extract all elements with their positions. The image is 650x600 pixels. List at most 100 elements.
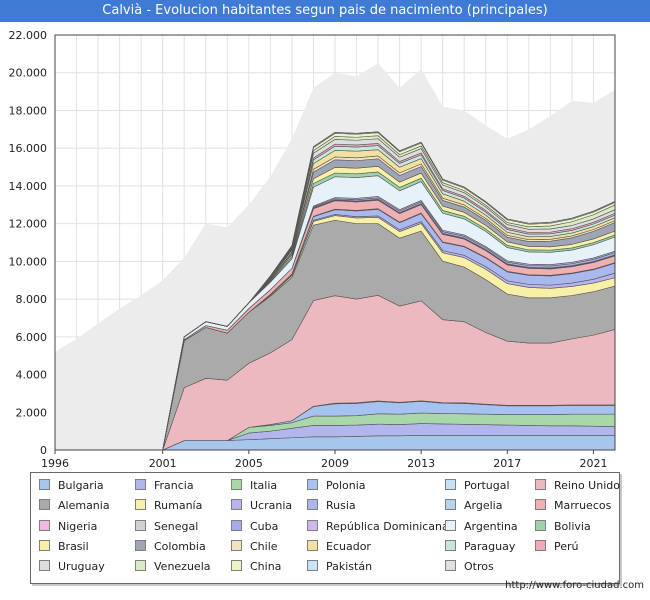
y-tick-label: 4.000 bbox=[16, 369, 48, 382]
legend-label: Rusia bbox=[326, 499, 356, 512]
legend-label: Brasil bbox=[58, 540, 89, 553]
legend-label: Reino Unido bbox=[554, 479, 620, 492]
legend-label: Argelia bbox=[464, 499, 503, 512]
legend-item: Otros bbox=[445, 560, 494, 574]
y-tick-label: 18.000 bbox=[9, 104, 48, 117]
legend-item: Ucrania bbox=[231, 499, 292, 513]
legend-swatch bbox=[535, 520, 546, 531]
legend-label: Nigeria bbox=[58, 520, 98, 533]
legend-label: Perú bbox=[554, 540, 579, 553]
legend-swatch bbox=[307, 499, 318, 510]
legend-item: Nigeria bbox=[39, 520, 97, 534]
y-tick-label: 6.000 bbox=[16, 331, 48, 344]
legend-item: Marruecos bbox=[535, 499, 611, 513]
legend-swatch bbox=[535, 479, 546, 490]
legend-label: Argentina bbox=[464, 520, 518, 533]
legend-item: Venezuela bbox=[135, 560, 211, 574]
y-tick-label: 8.000 bbox=[16, 293, 48, 306]
x-tick-label: 2013 bbox=[407, 457, 435, 470]
legend-swatch bbox=[231, 479, 242, 490]
legend-label: Alemania bbox=[58, 499, 110, 512]
legend-item: Reino Unido bbox=[535, 479, 620, 493]
legend-label: República Dominicana bbox=[326, 520, 449, 533]
legend-label: Rumanía bbox=[154, 499, 203, 512]
legend-label: Venezuela bbox=[154, 560, 211, 573]
legend-label: Bulgaria bbox=[58, 479, 104, 492]
legend-swatch bbox=[231, 520, 242, 531]
legend-label: Cuba bbox=[250, 520, 279, 533]
legend-label: Portugal bbox=[464, 479, 510, 492]
legend-swatch bbox=[39, 540, 50, 551]
legend-swatch bbox=[445, 560, 456, 571]
legend-item: Polonia bbox=[307, 479, 366, 493]
legend-item: Bulgaria bbox=[39, 479, 104, 493]
axes: 0 2.000 4.000 6.000 8.000 10.000 12.000 14.000 1… bbox=[9, 29, 608, 470]
legend-item: Francia bbox=[135, 479, 194, 493]
legend: Bulgaria Francia Italia Polonia Portugal Rein… bbox=[30, 472, 620, 584]
legend-swatch bbox=[445, 520, 456, 531]
legend-swatch bbox=[307, 540, 318, 551]
legend-label: China bbox=[250, 560, 282, 573]
legend-swatch bbox=[39, 479, 50, 490]
legend-item: Rusia bbox=[307, 499, 356, 513]
y-tick-label: 2.000 bbox=[16, 406, 48, 419]
legend-item: Portugal bbox=[445, 479, 510, 493]
legend-item: Paraguay bbox=[445, 540, 515, 554]
x-tick-label: 1996 bbox=[41, 457, 69, 470]
y-tick-label: 14.000 bbox=[9, 180, 48, 193]
y-tick-label: 22.000 bbox=[9, 29, 48, 42]
legend-label: Marruecos bbox=[554, 499, 612, 512]
legend-swatch bbox=[307, 479, 318, 490]
legend-swatch bbox=[231, 540, 242, 551]
legend-item: Perú bbox=[535, 540, 579, 554]
legend-label: Chile bbox=[250, 540, 278, 553]
legend-swatch bbox=[445, 499, 456, 510]
x-tick-label: 2005 bbox=[235, 457, 263, 470]
legend-label: Ecuador bbox=[326, 540, 371, 553]
legend-swatch bbox=[445, 479, 456, 490]
x-tick-label: 2021 bbox=[579, 457, 607, 470]
legend-swatch bbox=[307, 520, 318, 531]
legend-swatch bbox=[39, 499, 50, 510]
chart-title: Calvià - Evolucion habitantes segun pais… bbox=[0, 0, 650, 22]
legend-item: Italia bbox=[231, 479, 277, 493]
legend-item: Bolivia bbox=[535, 520, 591, 534]
legend-item: Pakistán bbox=[307, 560, 372, 574]
legend-label: Ucrania bbox=[250, 499, 293, 512]
legend-swatch bbox=[445, 540, 456, 551]
legend-swatch bbox=[535, 540, 546, 551]
legend-swatch bbox=[307, 560, 318, 571]
legend-label: Bolivia bbox=[554, 520, 591, 533]
x-tick-label: 2017 bbox=[493, 457, 521, 470]
legend-label: Italia bbox=[250, 479, 278, 492]
legend-item: Argentina bbox=[445, 520, 518, 534]
legend-label: Pakistán bbox=[326, 560, 373, 573]
legend-swatch bbox=[231, 499, 242, 510]
legend-item: Cuba bbox=[231, 520, 278, 534]
y-tick-label: 10.000 bbox=[9, 255, 48, 268]
legend-swatch bbox=[39, 520, 50, 531]
legend-item: Ecuador bbox=[307, 540, 371, 554]
legend-item: Colombia bbox=[135, 540, 206, 554]
legend-label: Polonia bbox=[326, 479, 366, 492]
legend-item: República Dominicana bbox=[307, 520, 449, 534]
legend-swatch bbox=[135, 479, 146, 490]
stacked-area-chart: 0 2.000 4.000 6.000 8.000 10.000 12.000 14.000 1… bbox=[9, 29, 616, 470]
legend-item: Argelia bbox=[445, 499, 502, 513]
source-url[interactable]: http://www.foro-ciudad.com bbox=[505, 580, 644, 591]
legend-label: Senegal bbox=[154, 520, 199, 533]
x-tick-label: 2009 bbox=[321, 457, 349, 470]
y-tick-label: 12.000 bbox=[9, 218, 48, 231]
legend-swatch bbox=[135, 560, 146, 571]
legend-swatch bbox=[135, 499, 146, 510]
legend-label: Francia bbox=[154, 479, 194, 492]
y-tick-label: 16.000 bbox=[9, 142, 48, 155]
legend-swatch bbox=[535, 499, 546, 510]
y-tick-label: 20.000 bbox=[9, 67, 48, 80]
legend-item: Chile bbox=[231, 540, 278, 554]
x-tick-label: 2001 bbox=[149, 457, 177, 470]
legend-item: Brasil bbox=[39, 540, 89, 554]
legend-swatch bbox=[39, 560, 50, 571]
legend-label: Paraguay bbox=[464, 540, 516, 553]
legend-item: Uruguay bbox=[39, 560, 105, 574]
